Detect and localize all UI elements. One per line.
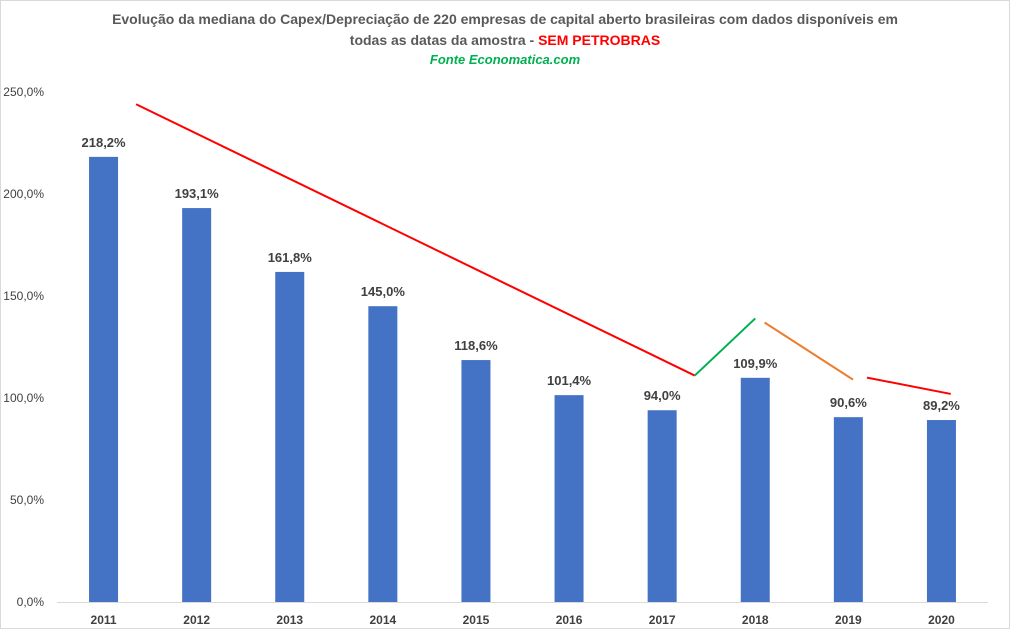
y-axis: 0,0% 50,0% 100,0% 150,0% 200,0% 250,0% [3, 85, 44, 609]
data-label: 161,8% [268, 250, 313, 265]
y-tick-label: 250,0% [3, 85, 44, 99]
bar [926, 420, 956, 602]
x-axis: 2011 2012 2013 2014 2015 2016 2017 2018 2019 2020 [57, 602, 988, 627]
bar [554, 395, 584, 602]
data-label: 89,2% [923, 398, 960, 413]
data-label: 145,0% [361, 284, 406, 299]
y-tick-label: 100,0% [3, 391, 44, 405]
x-tick-label: 2013 [276, 613, 303, 627]
x-tick-label: 2015 [463, 613, 490, 627]
x-tick-label: 2014 [369, 613, 396, 627]
x-tick-label: 2018 [742, 613, 769, 627]
data-label: 218,2% [82, 135, 127, 150]
bar [833, 417, 863, 602]
data-label: 101,4% [547, 373, 592, 388]
data-label: 90,6% [830, 395, 867, 410]
x-tick-label: 2019 [835, 613, 862, 627]
bar-series [89, 156, 956, 603]
chart-subtitle: Fonte Economatica.com [430, 52, 581, 67]
chart-title-line1: Evolução da mediana do Capex/Depreciação… [112, 11, 898, 27]
bar [182, 208, 212, 603]
chart-title-line2-prefix: todas as datas da amostra - [350, 32, 538, 48]
trend-annotations [135, 103, 951, 395]
trend-line-downtrend-2019-2020 [866, 376, 951, 395]
chart-title-highlight: SEM PETROBRAS [538, 32, 660, 48]
x-tick-label: 2016 [556, 613, 583, 627]
y-tick-label: 150,0% [3, 289, 44, 303]
y-tick-label: 50,0% [10, 493, 44, 507]
bar [368, 306, 398, 602]
bar [461, 360, 491, 602]
x-tick-label: 2011 [91, 613, 117, 627]
trend-line-downtrend-2011-2017 [135, 103, 696, 377]
x-tick-label: 2020 [928, 613, 955, 627]
data-label: 193,1% [175, 186, 220, 201]
chart-title: Evolução da mediana do Capex/Depreciação… [112, 11, 898, 67]
bar [740, 377, 770, 602]
data-label: 109,9% [733, 356, 778, 371]
data-label: 118,6% [454, 338, 498, 353]
data-label: 94,0% [644, 388, 681, 403]
data-labels: 218,2% 193,1% 161,8% 145,0% 118,6% 101,4% 94,0… [82, 135, 961, 413]
x-tick-label: 2017 [649, 613, 676, 627]
trend-line-uptrend-2017-2018 [694, 317, 756, 377]
trend-line-downtrend-2018-2019 [764, 321, 854, 381]
bar [647, 410, 677, 602]
y-tick-label: 200,0% [3, 187, 44, 201]
bar [275, 271, 305, 602]
y-tick-label: 0,0% [17, 595, 45, 609]
x-tick-label: 2012 [183, 613, 210, 627]
chart-title-line2: todas as datas da amostra - SEM PETROBRA… [350, 32, 660, 48]
bar [89, 156, 119, 602]
